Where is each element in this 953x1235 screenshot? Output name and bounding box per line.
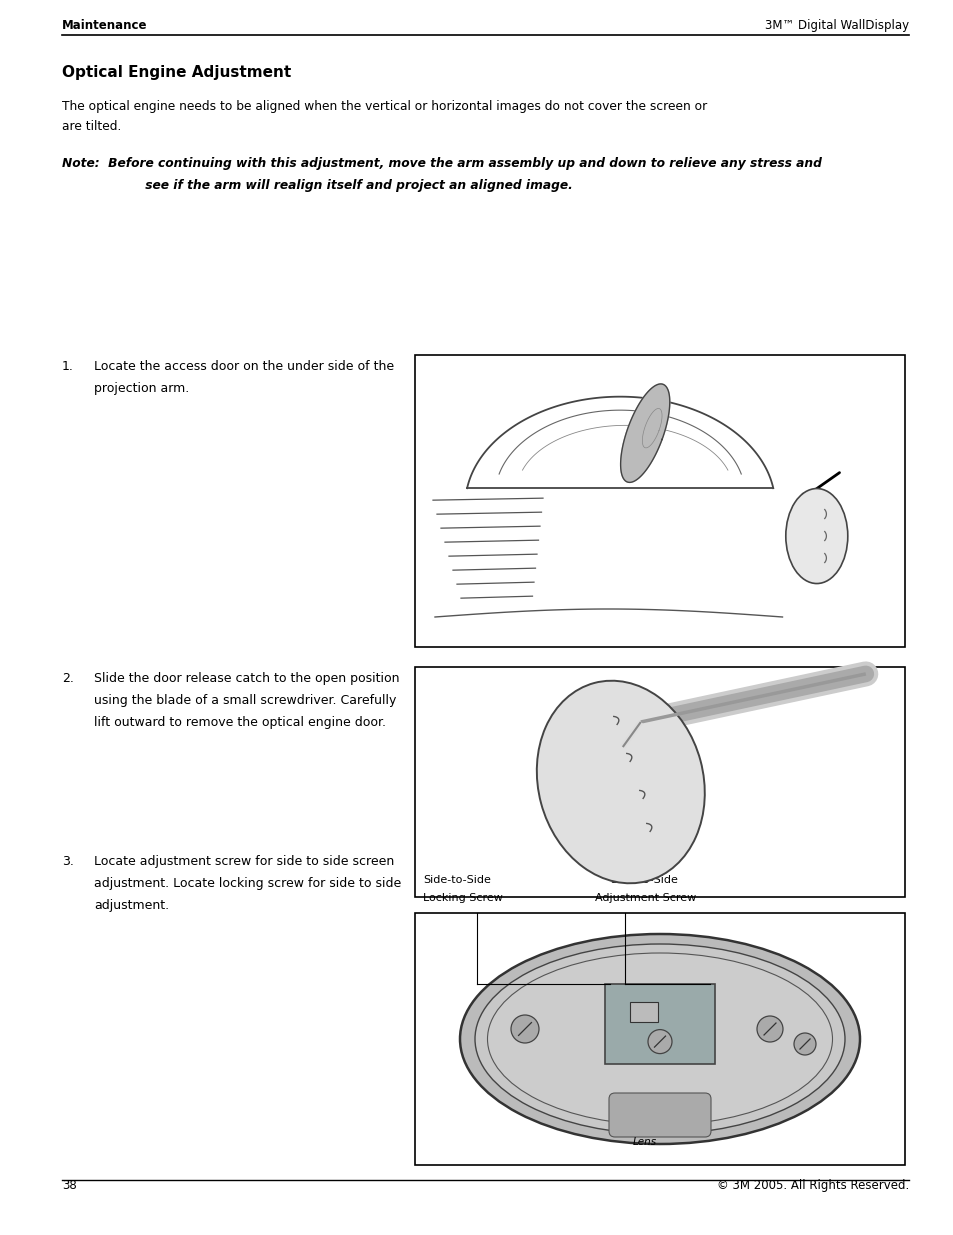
- Bar: [604, 984, 714, 1065]
- Ellipse shape: [785, 489, 847, 584]
- Text: projection arm.: projection arm.: [94, 382, 189, 395]
- Text: 3.: 3.: [62, 855, 73, 868]
- Text: adjustment.: adjustment.: [94, 899, 169, 911]
- Text: are tilted.: are tilted.: [62, 120, 121, 133]
- Polygon shape: [620, 384, 669, 483]
- Circle shape: [647, 1030, 671, 1053]
- Bar: [415, 667, 904, 897]
- Text: 3M™ Digital WallDisplay: 3M™ Digital WallDisplay: [764, 19, 908, 32]
- Ellipse shape: [537, 680, 704, 883]
- Text: Optical Engine Adjustment: Optical Engine Adjustment: [62, 65, 291, 80]
- Text: © 3M 2005. All Rights Reserved.: © 3M 2005. All Rights Reserved.: [716, 1179, 908, 1192]
- Text: adjustment. Locate locking screw for side to side: adjustment. Locate locking screw for sid…: [94, 877, 401, 890]
- Text: Maintenance: Maintenance: [62, 19, 148, 32]
- Text: Side-to-Side: Side-to-Side: [422, 876, 491, 885]
- Text: The optical engine needs to be aligned when the vertical or horizontal images do: The optical engine needs to be aligned w…: [62, 100, 706, 112]
- Text: Locking Screw: Locking Screw: [422, 893, 502, 903]
- Bar: [415, 913, 904, 1165]
- Text: Locate adjustment screw for side to side screen: Locate adjustment screw for side to side…: [94, 855, 394, 868]
- Circle shape: [511, 1015, 538, 1044]
- Ellipse shape: [487, 953, 832, 1125]
- Text: 2.: 2.: [62, 672, 73, 685]
- Bar: [415, 354, 904, 647]
- FancyBboxPatch shape: [608, 1093, 710, 1137]
- Ellipse shape: [459, 934, 859, 1144]
- Circle shape: [793, 1032, 815, 1055]
- Ellipse shape: [475, 944, 844, 1134]
- Text: 38: 38: [62, 1179, 76, 1192]
- Text: Adjustment Screw: Adjustment Screw: [595, 893, 696, 903]
- Text: Slide the door release catch to the open position: Slide the door release catch to the open…: [94, 672, 399, 685]
- Text: see if the arm will realign itself and project an aligned image.: see if the arm will realign itself and p…: [107, 179, 572, 191]
- Text: Note:  Before continuing with this adjustment, move the arm assembly up and down: Note: Before continuing with this adjust…: [62, 157, 821, 170]
- Text: lift outward to remove the optical engine door.: lift outward to remove the optical engin…: [94, 716, 386, 729]
- Text: using the blade of a small screwdriver. Carefully: using the blade of a small screwdriver. …: [94, 694, 395, 706]
- Text: Side-to-Side: Side-to-Side: [609, 876, 678, 885]
- Text: 1.: 1.: [62, 359, 73, 373]
- Bar: [629, 1002, 657, 1023]
- Circle shape: [757, 1016, 782, 1042]
- Text: Lens: Lens: [632, 1137, 657, 1147]
- Text: Locate the access door on the under side of the: Locate the access door on the under side…: [94, 359, 394, 373]
